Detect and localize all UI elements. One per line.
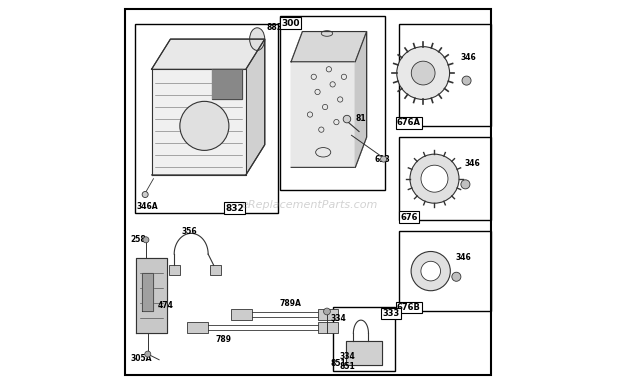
- Text: 334: 334: [339, 352, 355, 361]
- Text: 851: 851: [339, 362, 355, 371]
- Bar: [231, 309, 252, 320]
- Text: 346: 346: [455, 253, 471, 263]
- Polygon shape: [346, 341, 382, 366]
- Bar: [187, 322, 208, 333]
- Text: 851: 851: [330, 359, 347, 368]
- Text: 346: 346: [464, 159, 480, 168]
- Text: 789A: 789A: [280, 299, 302, 308]
- Text: 305A: 305A: [131, 355, 153, 364]
- Polygon shape: [136, 258, 167, 333]
- Text: 832: 832: [225, 204, 244, 212]
- Ellipse shape: [250, 28, 265, 51]
- Text: 258: 258: [131, 234, 146, 244]
- Circle shape: [381, 156, 387, 162]
- Text: 334: 334: [330, 314, 347, 323]
- Polygon shape: [151, 69, 246, 175]
- Bar: [210, 266, 221, 275]
- Text: 883: 883: [267, 23, 283, 32]
- Text: 789: 789: [216, 334, 232, 344]
- Circle shape: [411, 252, 450, 291]
- Circle shape: [452, 272, 461, 281]
- Text: 613: 613: [374, 155, 390, 163]
- Circle shape: [397, 47, 450, 100]
- Circle shape: [411, 61, 435, 85]
- Circle shape: [180, 101, 229, 150]
- Text: 474: 474: [157, 301, 173, 310]
- Bar: [399, 231, 491, 311]
- Text: 346: 346: [461, 54, 477, 62]
- Bar: [169, 266, 180, 275]
- Bar: [399, 137, 491, 220]
- Circle shape: [143, 237, 149, 243]
- Text: 676: 676: [400, 213, 418, 222]
- Circle shape: [343, 115, 351, 123]
- Circle shape: [421, 261, 441, 281]
- Circle shape: [324, 308, 330, 315]
- Text: 300: 300: [281, 19, 299, 28]
- Polygon shape: [291, 32, 366, 62]
- Polygon shape: [142, 273, 154, 311]
- Bar: [317, 322, 339, 333]
- Bar: [333, 307, 395, 371]
- Text: 676B: 676B: [397, 303, 421, 312]
- Circle shape: [410, 154, 459, 203]
- Polygon shape: [246, 39, 265, 175]
- Text: 81: 81: [355, 114, 366, 123]
- Bar: [280, 16, 386, 190]
- Polygon shape: [291, 32, 366, 167]
- Circle shape: [461, 180, 470, 189]
- Bar: [317, 309, 339, 320]
- Polygon shape: [212, 69, 242, 100]
- Circle shape: [145, 351, 151, 357]
- Text: eReplacementParts.com: eReplacementParts.com: [242, 200, 378, 210]
- Circle shape: [421, 165, 448, 192]
- Circle shape: [142, 192, 148, 198]
- Text: 333: 333: [382, 309, 399, 318]
- Polygon shape: [151, 39, 265, 69]
- Bar: [399, 24, 491, 126]
- Bar: [135, 24, 278, 213]
- Text: 346A: 346A: [136, 202, 158, 211]
- Text: 676A: 676A: [397, 118, 421, 127]
- Polygon shape: [355, 32, 366, 167]
- Text: 356: 356: [182, 227, 197, 236]
- Circle shape: [462, 76, 471, 85]
